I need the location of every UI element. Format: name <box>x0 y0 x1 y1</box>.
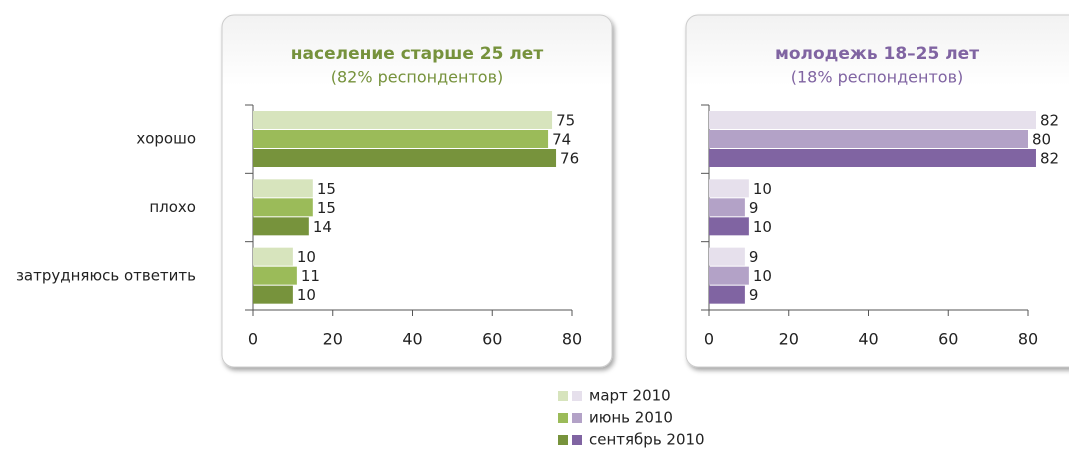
value-label: 15 <box>317 199 336 217</box>
bar <box>709 111 1036 129</box>
panel <box>221 14 613 368</box>
category-label: хорошо <box>136 130 196 148</box>
x-tick-label: 80 <box>1018 330 1038 349</box>
legend-swatch <box>558 391 568 401</box>
chart-title: молодежь 18–25 лет <box>775 44 979 64</box>
chart-subtitle: (18% респондентов) <box>791 68 964 87</box>
value-label: 80 <box>1032 131 1051 149</box>
value-label: 15 <box>317 180 336 198</box>
bar <box>709 179 749 198</box>
bar <box>709 285 745 304</box>
category-label: плохо <box>149 198 196 216</box>
bar <box>253 198 313 217</box>
value-label: 9 <box>749 286 759 304</box>
x-tick-label: 80 <box>562 330 582 349</box>
legend-label: июнь 2010 <box>589 409 673 427</box>
x-tick-label: 60 <box>482 330 502 349</box>
category-label: затрудняюсь ответить <box>16 266 196 284</box>
value-label: 10 <box>753 267 772 285</box>
value-label: 9 <box>749 248 759 266</box>
value-label: 82 <box>1040 150 1059 168</box>
panel <box>685 14 1069 368</box>
x-tick-label: 40 <box>858 330 878 349</box>
value-label: 11 <box>301 267 320 285</box>
x-tick-label: 20 <box>779 330 799 349</box>
value-label: 82 <box>1040 112 1059 130</box>
value-label: 75 <box>556 112 575 130</box>
x-tick-label: 40 <box>402 330 422 349</box>
bar <box>253 266 297 285</box>
value-label: 9 <box>749 199 759 217</box>
value-label: 10 <box>297 248 316 266</box>
bar <box>709 266 749 285</box>
chart-title: население старше 25 лет <box>291 44 544 64</box>
x-tick-label: 60 <box>938 330 958 349</box>
bar <box>253 247 293 266</box>
bar <box>709 247 745 266</box>
legend-label: сентябрь 2010 <box>589 431 705 449</box>
legend-swatch <box>558 413 568 423</box>
bar <box>253 285 293 304</box>
bar <box>253 149 557 167</box>
bar <box>253 111 553 129</box>
legend-swatch <box>572 435 582 445</box>
chart-subtitle: (82% респондентов) <box>331 68 504 87</box>
legend-swatch <box>572 413 582 423</box>
legend-swatch <box>558 435 568 445</box>
x-tick-label: 0 <box>704 330 714 349</box>
bar <box>253 179 313 198</box>
legend-swatch <box>572 391 582 401</box>
value-label: 10 <box>753 218 772 236</box>
legend-label: март 2010 <box>589 387 671 405</box>
value-label: 10 <box>297 286 316 304</box>
bar <box>709 198 745 217</box>
value-label: 76 <box>560 150 579 168</box>
bar <box>709 149 1036 167</box>
value-label: 14 <box>313 218 332 236</box>
value-label: 74 <box>552 131 571 149</box>
bar <box>709 130 1028 148</box>
value-label: 10 <box>753 180 772 198</box>
bar <box>253 130 549 148</box>
bar <box>709 217 749 236</box>
bar <box>253 217 309 236</box>
x-tick-label: 0 <box>248 330 258 349</box>
x-tick-label: 20 <box>323 330 343 349</box>
